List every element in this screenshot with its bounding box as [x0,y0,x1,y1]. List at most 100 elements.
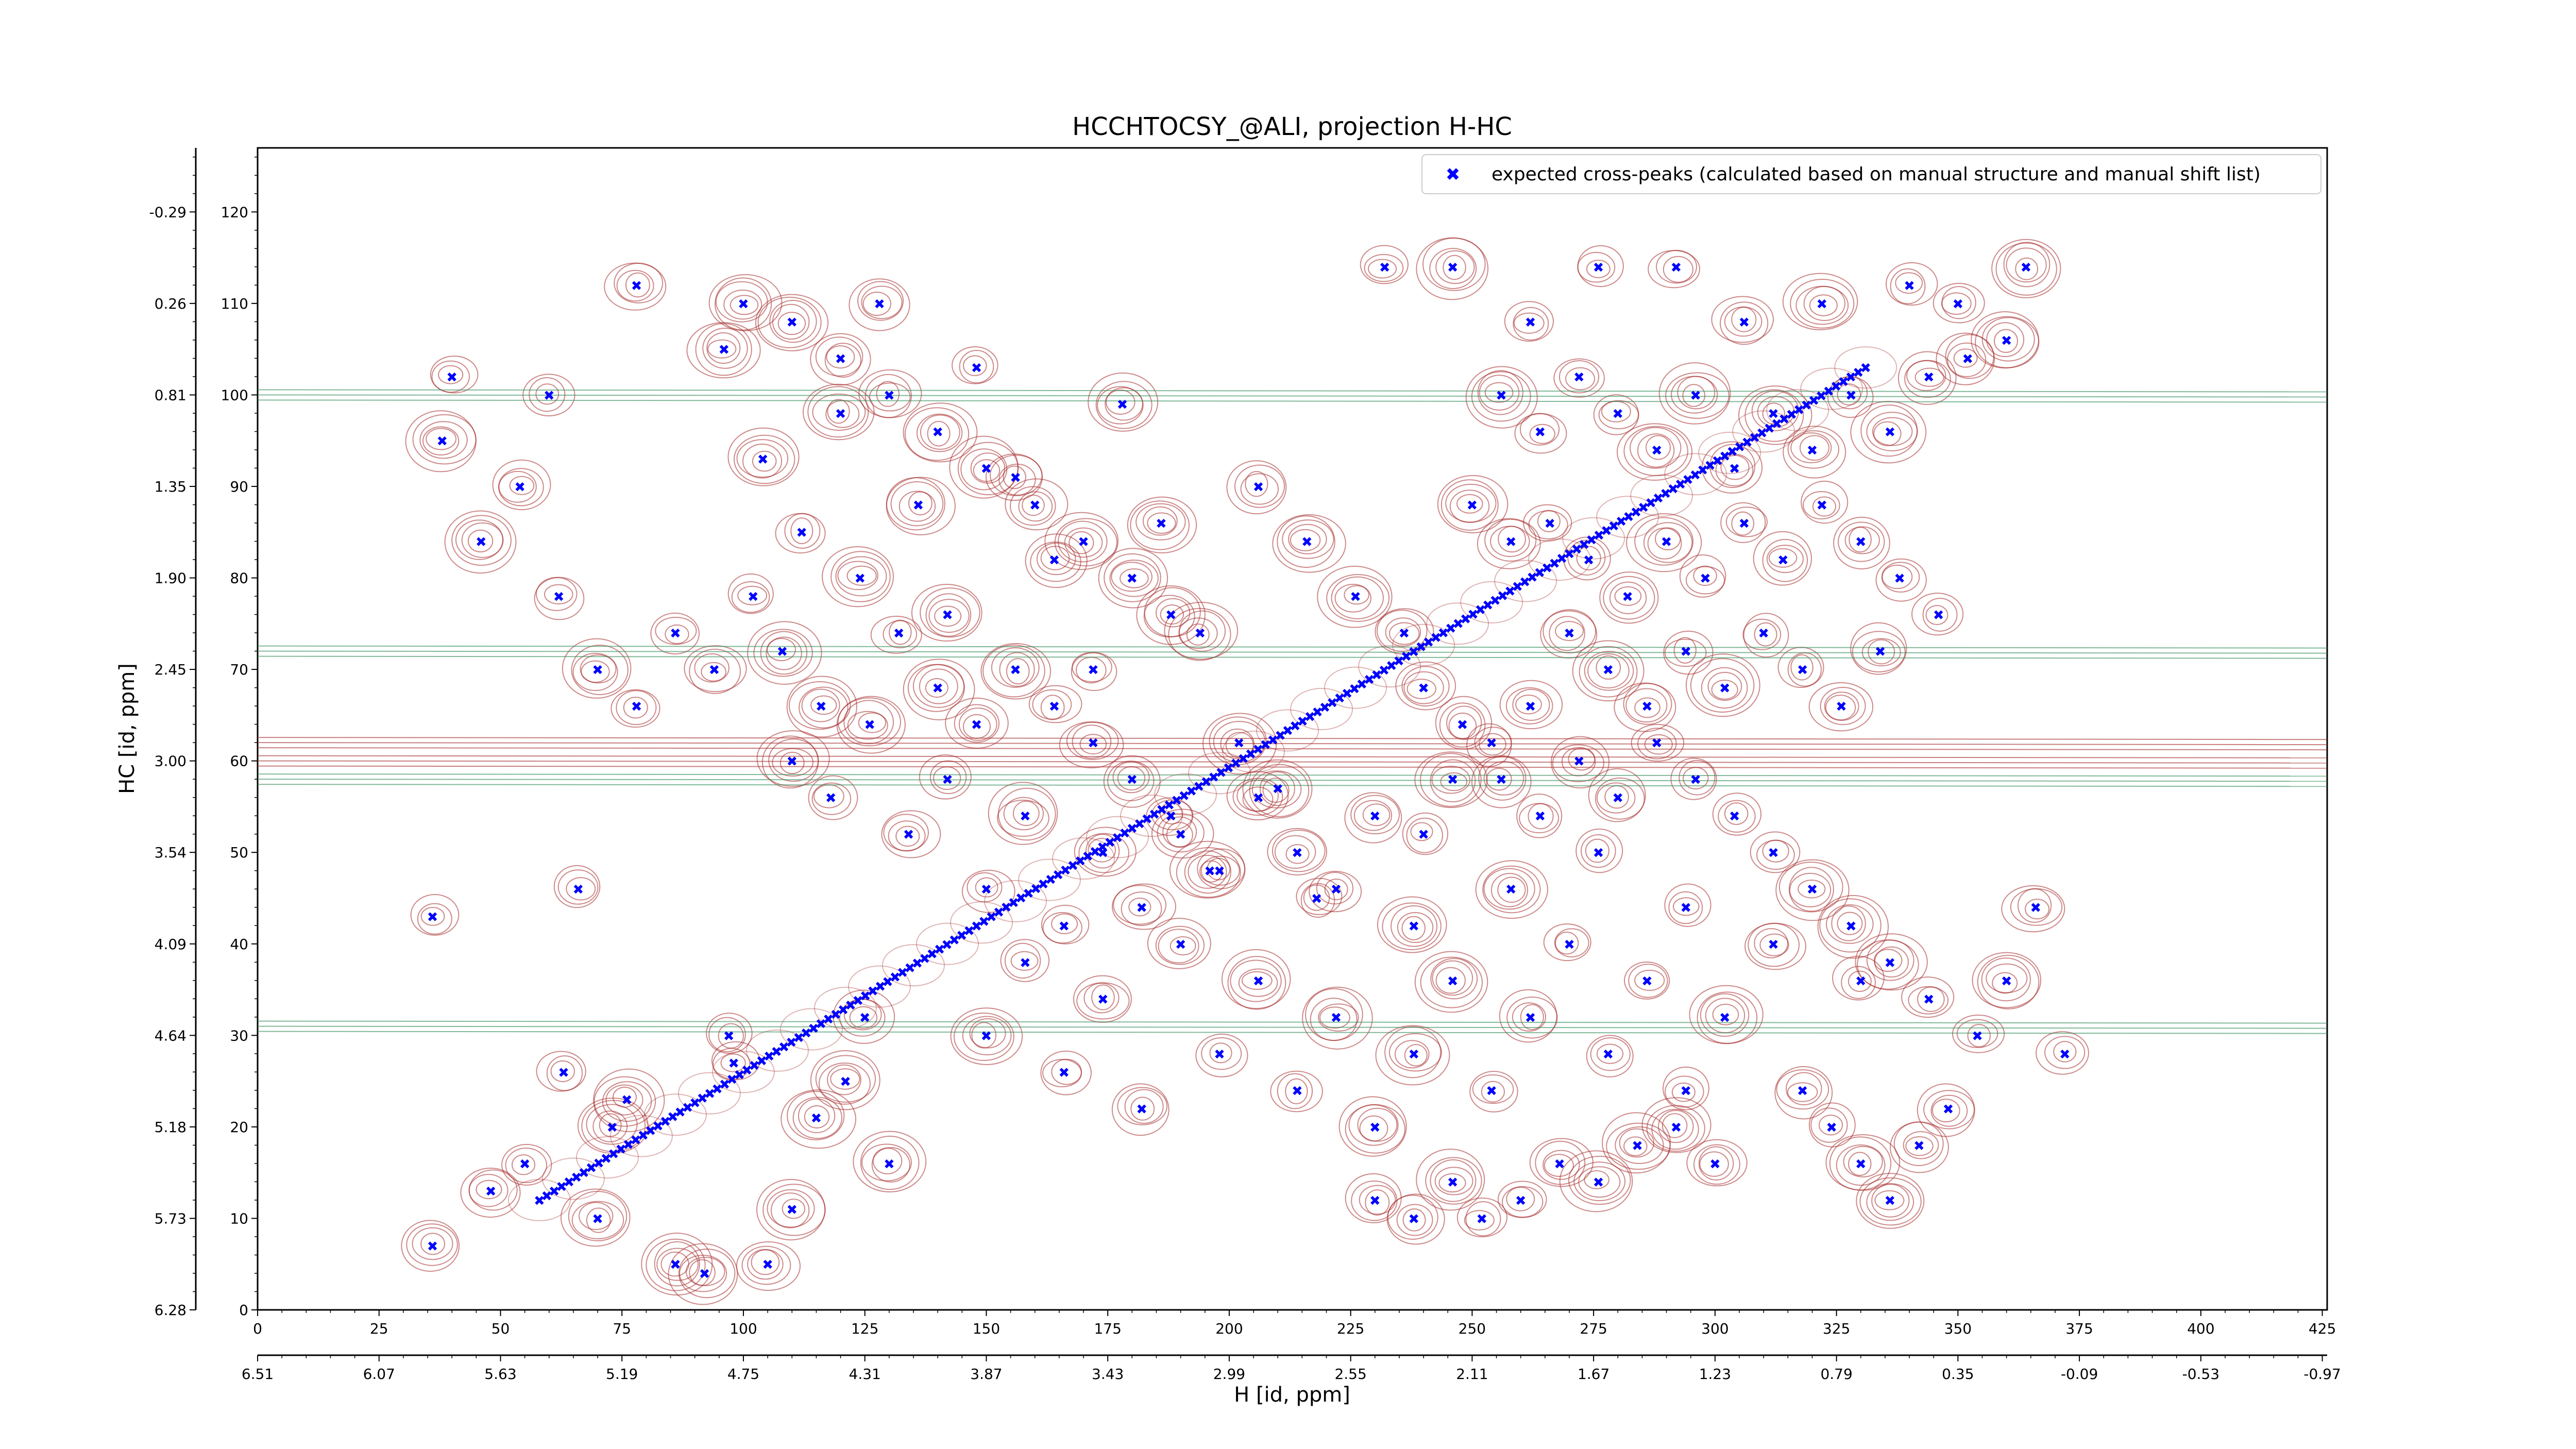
contour-ring [1431,765,1470,794]
cross-peak-marker: ✖ [1756,426,1768,442]
cross-peak-marker: ✖ [919,952,930,967]
contour-ring [611,689,660,728]
contour-ring [1679,760,1716,796]
y-ppm-tick-label: 0.26 [155,295,187,312]
contour-ring [837,561,878,591]
contour-ring [566,877,596,901]
cross-peak-marker: ✖ [1214,864,1225,880]
contour-ring [1555,931,1579,955]
cross-peak-marker: ✖ [514,480,526,495]
cross-peak-marker: ✖ [1408,645,1419,660]
contour-ring [1406,679,1436,699]
cross-peak-marker: ✖ [1149,807,1160,823]
cross-peak-marker: ✖ [1923,370,1935,385]
cross-peak-marker: ✖ [840,1074,851,1090]
cross-peak-marker: ✖ [1823,384,1834,399]
cross-peak-marker: ✖ [816,1017,827,1032]
x-tick-label: 375 [2065,1320,2093,1337]
contour-ring [1520,1004,1544,1030]
cross-peak-marker: ✖ [631,699,642,715]
cross-peak-marker: ✖ [660,1114,671,1130]
contour-ring [1941,286,1976,319]
contour-ring [1497,1181,1547,1218]
contour-ring [1874,1190,1905,1210]
contour-ring [1750,831,1801,873]
contour-ring [802,383,875,441]
cross-peak-marker: ✖ [1894,571,1905,587]
contour-band-line [257,645,2328,649]
contour-ring [1953,348,1978,368]
contour-ring [646,1238,706,1291]
contour-ring [1136,585,1206,645]
cross-peak-marker: ✖ [1457,718,1468,733]
cross-peak-marker: ✖ [1534,565,1546,581]
cross-peak-marker: ✖ [1535,809,1546,824]
y-ppm-tick-label: 3.54 [155,844,187,861]
cross-peak-marker: ✖ [1573,754,1585,770]
contour-ring [756,730,830,787]
contour-ring [727,573,774,614]
cross-peak-marker: ✖ [1253,974,1264,989]
cross-peak-marker: ✖ [1807,882,1818,898]
y-tick-label: 100 [221,386,248,403]
contour-ring [694,653,730,683]
cross-peak-marker: ✖ [1489,593,1501,609]
cross-peak-marker: ✖ [1386,659,1397,674]
contour-ring [1147,512,1176,534]
contour-band-line [257,755,2328,759]
contour-ring [1176,847,1241,898]
contour-ring [920,587,980,638]
cross-peak-marker: ✖ [1651,443,1663,459]
cross-peak-marker: ✖ [1704,459,1716,474]
contour-ring [1885,262,1938,306]
contour-ring [895,825,920,847]
contour-ring [1895,272,1923,294]
contour-ring [1499,680,1563,730]
contour-ring [602,1081,652,1122]
cross-peak-marker: ✖ [1496,772,1507,788]
contour-ring [1712,1003,1739,1025]
cross-peak-marker: ✖ [1327,696,1338,711]
contour-ring [1145,797,1193,836]
contour-ring [507,1178,571,1221]
contour-ring [1344,792,1402,844]
x-tick-label: 300 [1701,1320,1728,1337]
contour-ring [1112,883,1176,930]
contour-ring [1911,593,1964,636]
contour-ring [1282,519,1334,559]
contour-ring [727,427,800,486]
cross-peak-marker: ✖ [1952,297,1963,312]
contour-band-line [257,742,2328,746]
cross-peak-marker: ✖ [786,1035,797,1051]
contour-ring [1744,922,1807,970]
contour-ring [1647,527,1682,560]
cross-peak-marker: ✖ [1029,498,1041,513]
contour-ring [572,652,618,692]
cross-peak-marker: ✖ [1090,845,1101,860]
contour-ring [711,1041,760,1081]
cross-peak-marker: ✖ [1855,535,1867,550]
contour-band-line [257,779,2328,782]
contour-ring [1512,1002,1547,1032]
contour-ring [997,787,1056,841]
cross-peak-marker: ✖ [1049,553,1060,568]
y-tick-label: 30 [230,1027,248,1044]
contour-ring [1285,844,1310,864]
contour-ring [594,1076,656,1127]
contour-ring [1875,558,1927,602]
contour-ring [1251,770,1302,808]
cross-peak-marker: ✖ [592,1211,603,1227]
cross-peak-marker: ✖ [1175,828,1187,843]
contour-ring [1439,702,1486,748]
cross-peak-marker: ✖ [1141,812,1153,828]
contour-ring [1130,1097,1155,1121]
contour-ring [625,272,650,298]
contour-ring [1456,1197,1508,1238]
contour-ring [401,1220,460,1272]
contour-ring [1868,639,1895,665]
contour-ring [650,612,700,655]
contour-ring [1596,655,1621,680]
cross-peak-marker: ✖ [830,1007,841,1023]
contour-ring [1036,542,1076,576]
contour-ring [1010,951,1039,971]
